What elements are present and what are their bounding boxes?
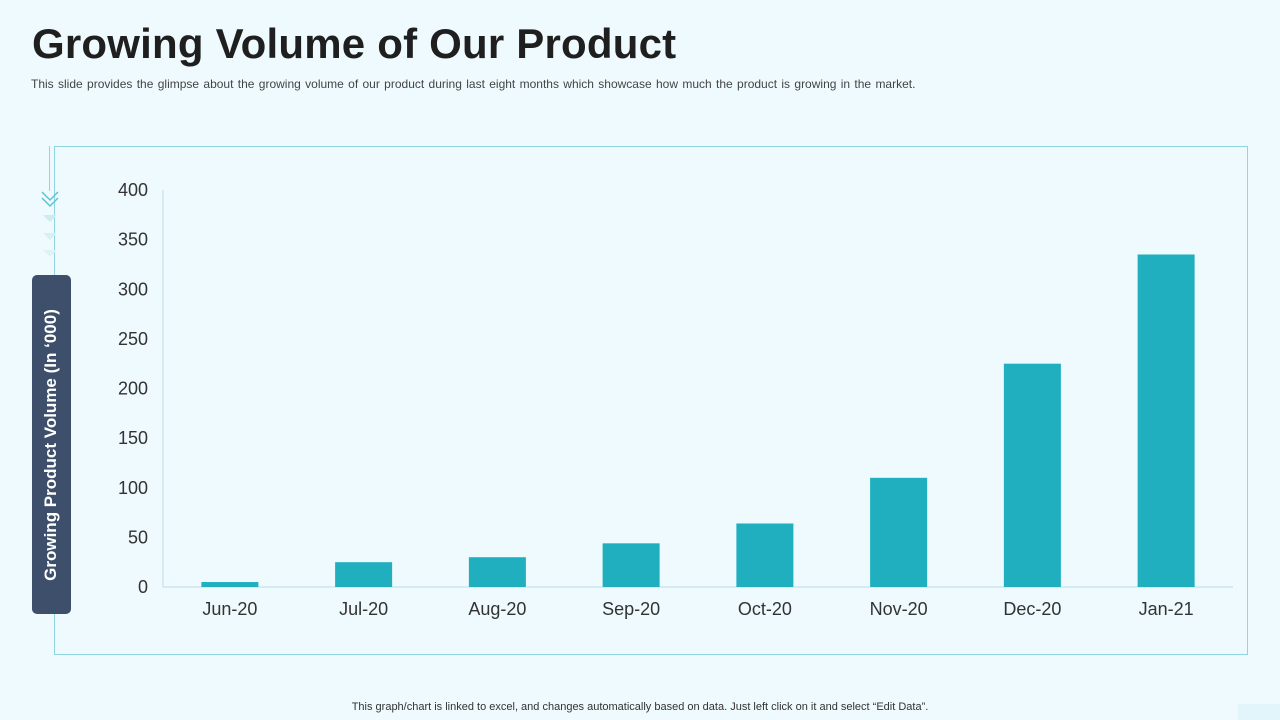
page-subtitle: This slide provides the glimpse about th… — [31, 77, 916, 91]
x-tick-label: Jul-20 — [339, 599, 388, 619]
bar — [870, 477, 928, 587]
bar — [1137, 254, 1195, 587]
bar — [201, 582, 259, 587]
page-title: Growing Volume of Our Product — [32, 20, 677, 67]
bar — [468, 557, 526, 587]
y-tick-label: 350 — [118, 230, 148, 250]
chevron-down-icon — [41, 191, 59, 257]
x-tick-label: Dec-20 — [1003, 599, 1061, 619]
footer-note: This graph/chart is linked to excel, and… — [351, 701, 929, 713]
x-tick-label: Oct-20 — [738, 599, 792, 619]
y-tick-label: 200 — [118, 379, 148, 399]
x-tick-label: Sep-20 — [602, 599, 660, 619]
y-axis-label-box — [32, 275, 71, 614]
y-tick-label: 0 — [138, 577, 148, 597]
bar — [736, 523, 794, 587]
frame-connector — [49, 146, 50, 191]
corner-decoration — [1238, 704, 1280, 720]
y-tick-label: 100 — [118, 478, 148, 498]
y-tick-label: 250 — [118, 329, 148, 349]
y-tick-label: 400 — [118, 180, 148, 200]
bar — [602, 543, 660, 587]
bar — [1003, 363, 1061, 587]
y-tick-label: 50 — [128, 527, 148, 547]
bar — [335, 562, 393, 587]
x-tick-label: Jun-20 — [202, 599, 257, 619]
y-tick-label: 300 — [118, 279, 148, 299]
x-tick-label: Nov-20 — [870, 599, 928, 619]
y-tick-label: 150 — [118, 428, 148, 448]
x-tick-label: Jan-21 — [1139, 599, 1194, 619]
x-tick-label: Aug-20 — [468, 599, 526, 619]
